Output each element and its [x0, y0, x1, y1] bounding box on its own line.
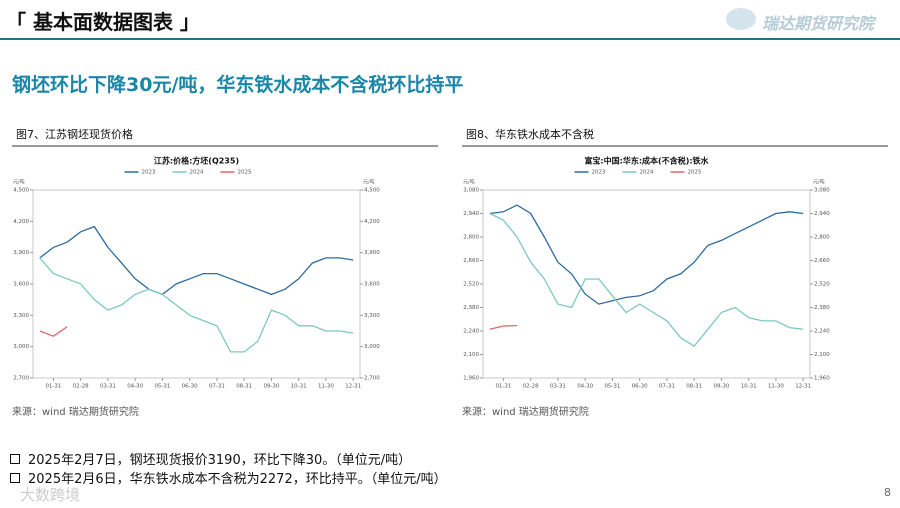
- x-tick-label: 10-31: [291, 384, 307, 390]
- x-tick-label: 09-30: [713, 384, 729, 390]
- y-axis-label: 元/吨: [13, 179, 25, 186]
- chart-source: 来源：wind 瑞达期货研究院: [12, 405, 139, 418]
- y-tick-label: 2,700: [13, 376, 29, 382]
- y-tick-label: 2,240: [463, 329, 479, 335]
- header-rule: [0, 38, 900, 40]
- note: 2025年2月6日，华东铁水成本不含税为2272，环比持平。（单位元/吨）: [10, 468, 447, 487]
- series-line: [39, 257, 354, 353]
- x-tick-label: 04-30: [127, 384, 143, 390]
- x-tick-label: 03-31: [550, 384, 566, 390]
- y-tick-label: 2,940: [463, 211, 479, 217]
- chart-title: 富宝:中国:华东:成本(不含税):铁水: [584, 156, 709, 166]
- header-title: 「 基本面数据图表 」: [6, 10, 200, 34]
- y-tick-label: 1,960: [463, 376, 479, 382]
- y2-tick-label: 4,200: [364, 219, 380, 225]
- y2-axis-label: 元/吨: [813, 179, 825, 186]
- chart-caption: 图8、华东铁水成本不含税: [466, 127, 594, 141]
- plot-frame: [32, 189, 361, 379]
- series-line: [39, 326, 68, 337]
- x-tick-label: 03-31: [100, 384, 116, 390]
- y2-tick-label: 2,100: [814, 352, 830, 358]
- x-tick-label: 11-30: [318, 384, 334, 390]
- note-text: 2025年2月6日，华东铁水成本不含税为2272，环比持平。（单位元/吨）: [28, 472, 447, 487]
- logo-icon: [726, 8, 756, 30]
- y-tick-label: 3,300: [13, 313, 29, 319]
- x-tick-label: 01-31: [45, 384, 61, 390]
- chart-title: 江苏:价格:方坯(Q235): [154, 156, 239, 166]
- series-line: [489, 204, 804, 305]
- x-tick-label: 07-31: [659, 384, 675, 390]
- x-tick-label: 10-31: [741, 384, 757, 390]
- y-tick-label: 2,800: [463, 235, 479, 241]
- headline: 钢坯环比下降30元/吨，华东铁水成本不含税环比持平: [12, 74, 464, 96]
- x-tick-label: 11-30: [768, 384, 784, 390]
- y2-tick-label: 1,960: [814, 376, 830, 382]
- note-text: 2025年2月7日，钢坯现货报价3190，环比下降30。（单位元/吨）: [28, 453, 412, 468]
- brand: 瑞达期货研究院: [762, 14, 875, 33]
- y2-tick-label: 3,000: [364, 344, 380, 350]
- note: 2025年2月7日，钢坯现货报价3190，环比下降30。（单位元/吨）: [10, 449, 411, 468]
- chart-source: 来源：wind 瑞达期货研究院: [462, 405, 589, 418]
- y2-tick-label: 2,380: [814, 305, 830, 311]
- y2-tick-label: 2,800: [814, 235, 830, 241]
- y-tick-label: 3,900: [13, 250, 29, 256]
- x-tick-label: 09-30: [263, 384, 279, 390]
- y-axis-label: 元/吨: [463, 179, 475, 186]
- x-tick-label: 02-28: [73, 384, 89, 390]
- series-line: [39, 225, 354, 296]
- y2-tick-label: 3,900: [364, 250, 380, 256]
- chart-caption: 图7、江苏钢坯现货价格: [16, 127, 133, 141]
- series-line: [489, 212, 804, 347]
- y2-tick-label: 2,940: [814, 211, 830, 217]
- x-tick-label: 07-31: [209, 384, 225, 390]
- y-tick-label: 2,660: [463, 258, 479, 264]
- x-tick-label: 01-31: [495, 384, 511, 390]
- y-tick-label: 3,080: [463, 188, 479, 194]
- legend-label: 2025: [688, 170, 702, 176]
- x-tick-label: 08-31: [686, 384, 702, 390]
- legend-label: 2024: [190, 170, 204, 176]
- x-tick-label: 12-31: [795, 384, 811, 390]
- y-tick-label: 2,520: [463, 282, 479, 288]
- x-tick-label: 06-30: [632, 384, 648, 390]
- y2-tick-label: 4,500: [364, 188, 380, 194]
- x-tick-label: 06-30: [182, 384, 198, 390]
- x-tick-label: 05-31: [604, 384, 620, 390]
- x-tick-label: 02-28: [523, 384, 539, 390]
- page-number: 8: [884, 486, 891, 499]
- plot-frame: [482, 189, 811, 379]
- y2-tick-label: 2,240: [814, 329, 830, 335]
- y-tick-label: 4,500: [13, 188, 29, 194]
- x-tick-label: 08-31: [236, 384, 252, 390]
- y-tick-label: 3,600: [13, 282, 29, 288]
- legend-label: 2024: [640, 170, 654, 176]
- x-tick-label: 12-31: [345, 384, 361, 390]
- watermark: 大数跨境: [20, 486, 81, 504]
- x-tick-label: 05-31: [154, 384, 170, 390]
- y-tick-label: 3,000: [13, 344, 29, 350]
- y2-tick-label: 2,520: [814, 282, 830, 288]
- series-line: [489, 324, 518, 330]
- y-tick-label: 2,100: [463, 352, 479, 358]
- y2-tick-label: 2,660: [814, 258, 830, 264]
- y2-tick-label: 2,700: [364, 376, 380, 382]
- y2-tick-label: 3,600: [364, 282, 380, 288]
- y2-axis-label: 元/吨: [363, 179, 375, 186]
- y-tick-label: 4,200: [13, 219, 29, 225]
- legend-label: 2025: [238, 170, 252, 176]
- x-tick-label: 04-30: [577, 384, 593, 390]
- y-tick-label: 2,380: [463, 305, 479, 311]
- legend-label: 2023: [592, 170, 606, 176]
- y2-tick-label: 3,300: [364, 313, 380, 319]
- legend-label: 2023: [142, 170, 156, 176]
- y2-tick-label: 3,080: [814, 188, 830, 194]
